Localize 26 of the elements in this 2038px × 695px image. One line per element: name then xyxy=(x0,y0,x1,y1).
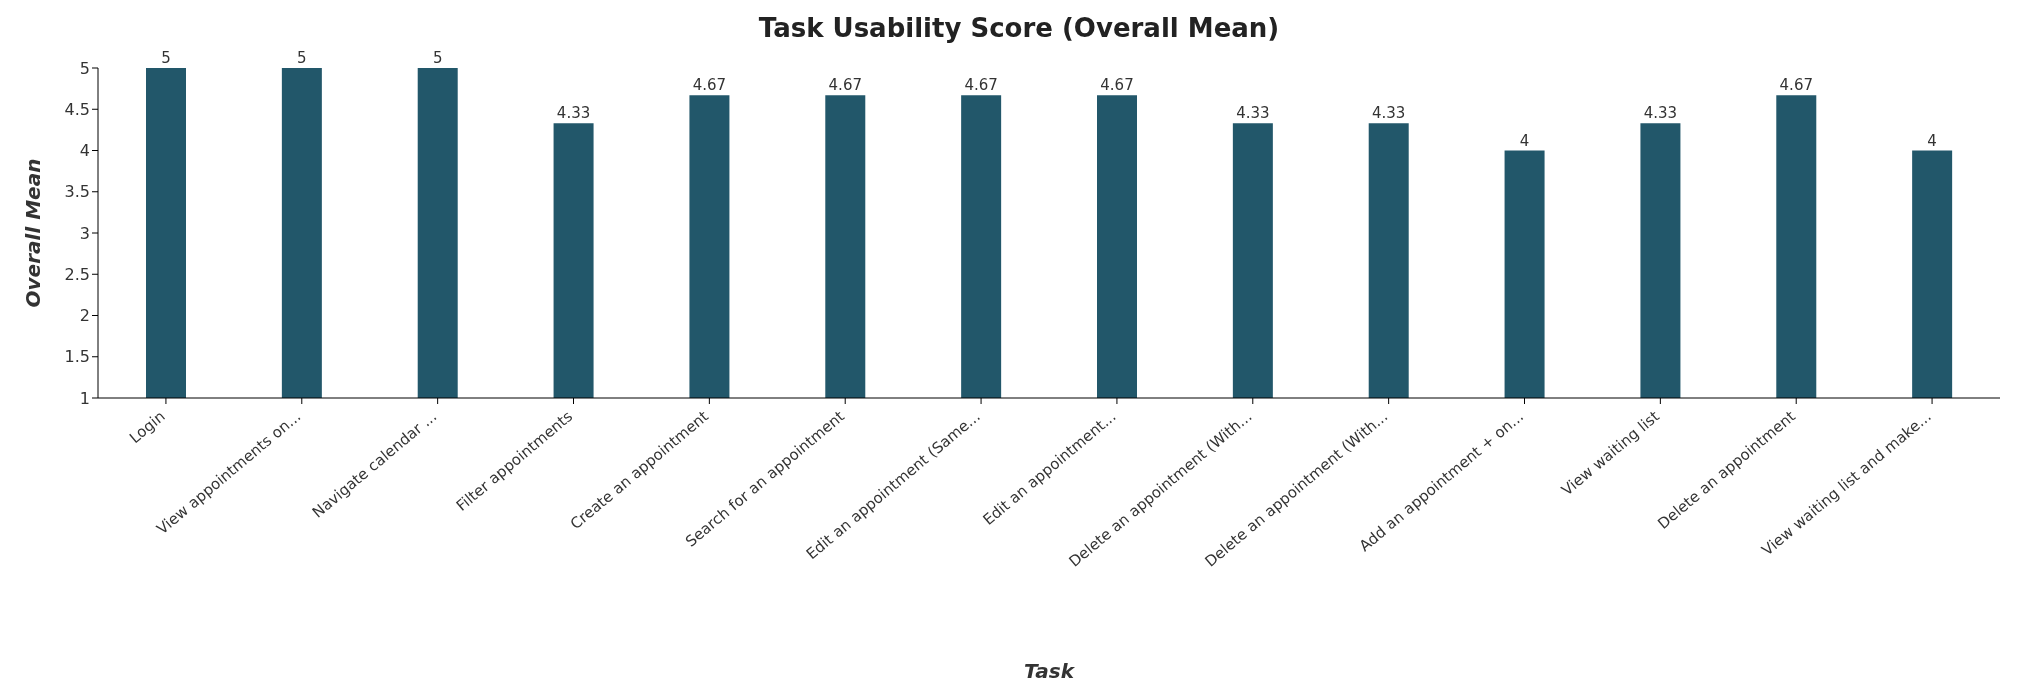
y-tick-label: 2 xyxy=(79,306,90,326)
data-label: 4.33 xyxy=(1372,104,1406,123)
data-label: 4.67 xyxy=(1779,76,1813,95)
data-label: 4 xyxy=(1927,131,1937,150)
y-tick-label: 4 xyxy=(79,141,90,161)
y-tick-label: 5 xyxy=(79,58,90,78)
data-label: 4.33 xyxy=(1643,104,1678,123)
chart-title: Task Usability Score (Overall Mean) xyxy=(757,12,1281,45)
data-label: 5 xyxy=(432,49,443,67)
y-tick-label: 1 xyxy=(79,388,90,408)
data-label: 4.67 xyxy=(692,76,727,95)
data-label: 4.67 xyxy=(1100,76,1134,95)
y-tick-label: 3 xyxy=(79,223,90,243)
data-label: 4 xyxy=(1519,131,1530,150)
y-axis-title: Overall Mean xyxy=(21,158,46,308)
data-label: 4.33 xyxy=(556,104,591,123)
y-tick-label: 3.5 xyxy=(64,182,90,202)
data-label: 4.33 xyxy=(1236,104,1270,123)
data-label: 5 xyxy=(161,49,171,67)
x-axis-title: Task xyxy=(1024,659,1076,683)
y-tick-label: 2.5 xyxy=(64,264,90,284)
data-label: 4.67 xyxy=(828,76,862,95)
y-tick-label: 4.5 xyxy=(64,99,90,119)
data-label: 5 xyxy=(297,49,307,67)
data-label: 4.67 xyxy=(964,76,998,95)
y-tick-label: 1.5 xyxy=(64,347,90,367)
